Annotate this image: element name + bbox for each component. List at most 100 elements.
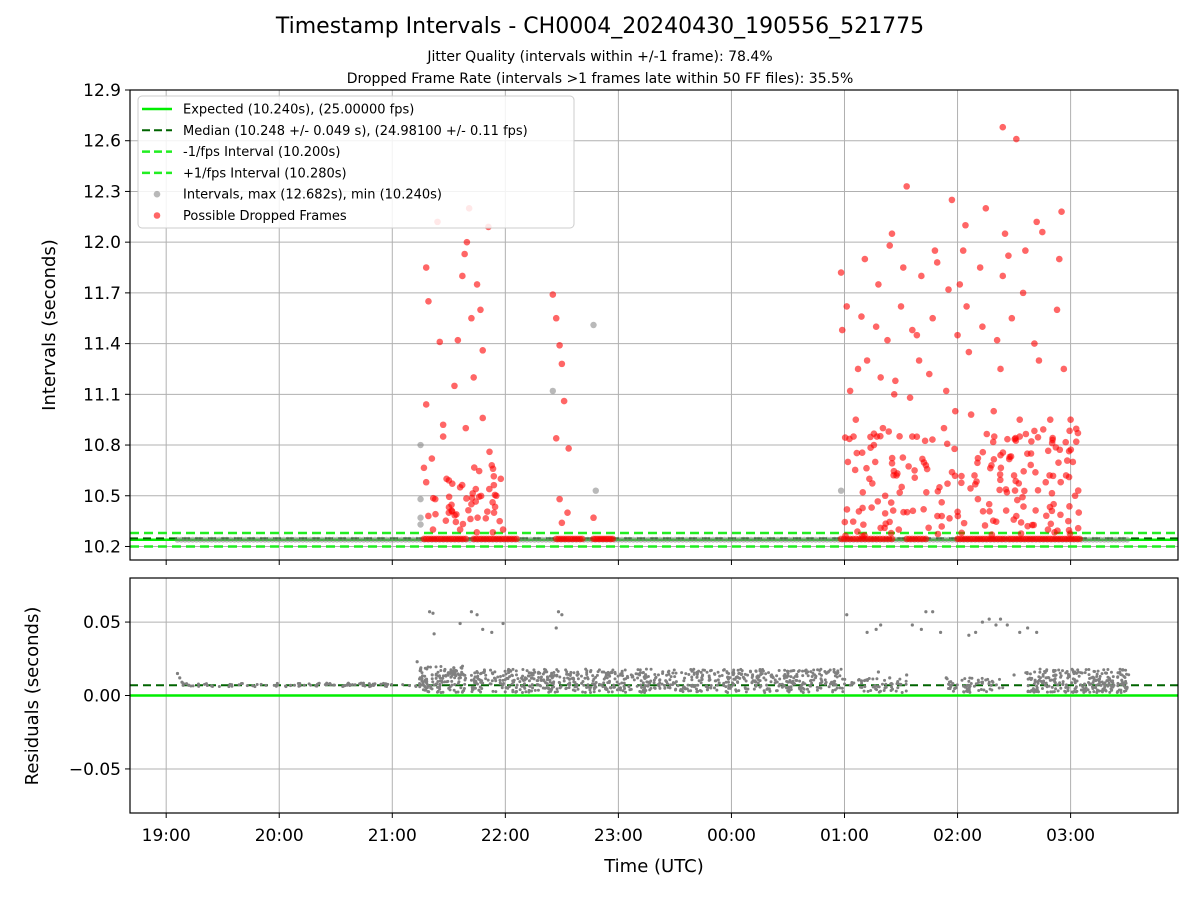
residual-point — [818, 669, 822, 673]
residual-point — [573, 689, 577, 693]
residual-point — [683, 686, 687, 690]
residual-point — [715, 688, 719, 692]
residual-point — [1053, 669, 1057, 673]
dropped-frame-point — [877, 374, 884, 381]
residual-point — [607, 690, 611, 694]
dropped-frame-point — [484, 508, 491, 515]
residual-point — [676, 684, 680, 688]
residual-point — [889, 682, 893, 686]
dropped-frame-point — [490, 472, 498, 480]
residual-point — [1119, 688, 1123, 692]
residual-point — [972, 684, 976, 688]
dropped-frame-point — [1010, 472, 1018, 479]
dropped-frame-point — [981, 522, 989, 529]
residual-point — [667, 672, 671, 676]
residual-point — [184, 682, 189, 686]
residual-point — [591, 674, 595, 678]
residual-point — [449, 671, 453, 675]
residual-point — [789, 675, 793, 679]
residual-point — [210, 684, 214, 688]
residual-point — [746, 687, 750, 691]
residual-point — [1061, 669, 1065, 673]
residual-point — [832, 670, 836, 674]
dropped-frame-point — [922, 535, 930, 543]
dropped-frame-point — [906, 394, 914, 401]
dropped-frame-point — [933, 259, 941, 266]
residual-point — [767, 671, 771, 675]
residual-point — [874, 687, 878, 691]
residual-point — [552, 670, 556, 674]
residual-point — [592, 686, 596, 690]
residual-point — [1043, 671, 1047, 675]
residual-point — [284, 685, 288, 689]
residual-point — [703, 668, 707, 672]
residual-point — [720, 674, 724, 678]
residual-point — [1045, 668, 1049, 672]
residual-point — [543, 667, 547, 671]
residual-point — [798, 679, 802, 683]
residual-point — [840, 686, 844, 690]
residual-point — [766, 687, 770, 691]
residual-point — [554, 626, 558, 630]
dropped-frame-point — [1039, 426, 1047, 433]
dropped-frame-point — [858, 313, 865, 320]
residual-point — [381, 681, 385, 685]
residual-point — [512, 680, 516, 684]
x-tick-label: 19:00 — [142, 826, 191, 846]
residual-point — [575, 673, 579, 677]
residual-point — [724, 680, 728, 684]
residual-point — [970, 676, 974, 680]
residual-point — [421, 683, 425, 687]
residual-point — [734, 676, 738, 680]
residual-point — [616, 674, 620, 678]
legend-intervals-swatch — [153, 190, 161, 198]
residual-point — [785, 669, 789, 673]
dropped-frame-point — [429, 494, 437, 502]
residual-point — [605, 676, 609, 680]
residual-point — [1122, 681, 1126, 685]
residual-point — [1127, 673, 1131, 677]
dropped-frame-point — [1008, 314, 1016, 322]
residual-point — [727, 684, 731, 688]
dropped-frame-point — [1019, 493, 1026, 501]
residual-point — [1050, 678, 1054, 682]
dropped-frame-point — [990, 407, 998, 415]
residuals-points — [175, 610, 1131, 695]
residual-point — [643, 676, 647, 680]
residual-point — [1026, 689, 1030, 693]
residual-point — [589, 690, 593, 694]
residual-point — [640, 686, 644, 690]
residual-point — [689, 689, 693, 693]
residual-point — [823, 670, 827, 674]
dropped-frame-point — [1003, 489, 1011, 496]
dropped-frame-point — [863, 464, 870, 472]
dropped-frame-point — [491, 503, 499, 511]
residual-point — [680, 671, 684, 675]
residual-point — [728, 676, 732, 680]
residual-point — [778, 682, 782, 686]
residual-point — [716, 670, 720, 674]
dropped-frame-point — [842, 532, 849, 539]
residual-point — [1012, 673, 1016, 677]
residual-point — [533, 688, 537, 692]
dropped-frame-point — [944, 480, 951, 487]
residual-point — [629, 673, 633, 677]
residual-point — [568, 681, 572, 685]
residual-point — [438, 676, 442, 680]
residual-point — [1109, 670, 1113, 674]
residual-point — [944, 676, 948, 680]
dropped-frame-point — [452, 518, 460, 526]
residual-point — [977, 688, 981, 692]
residual-point — [898, 677, 902, 681]
dropped-frame-point — [859, 489, 867, 496]
dropped-frame-point — [841, 518, 849, 526]
residual-point — [778, 677, 782, 681]
dropped-frame-point — [552, 434, 560, 442]
dropped-frame-point — [954, 508, 961, 516]
residual-point — [423, 685, 427, 689]
dropped-frame-point — [1067, 416, 1074, 423]
dropped-frame-point — [854, 528, 861, 535]
dropped-frame-point — [913, 433, 921, 440]
residual-point — [649, 679, 653, 683]
dropped-frame-point — [425, 298, 432, 305]
